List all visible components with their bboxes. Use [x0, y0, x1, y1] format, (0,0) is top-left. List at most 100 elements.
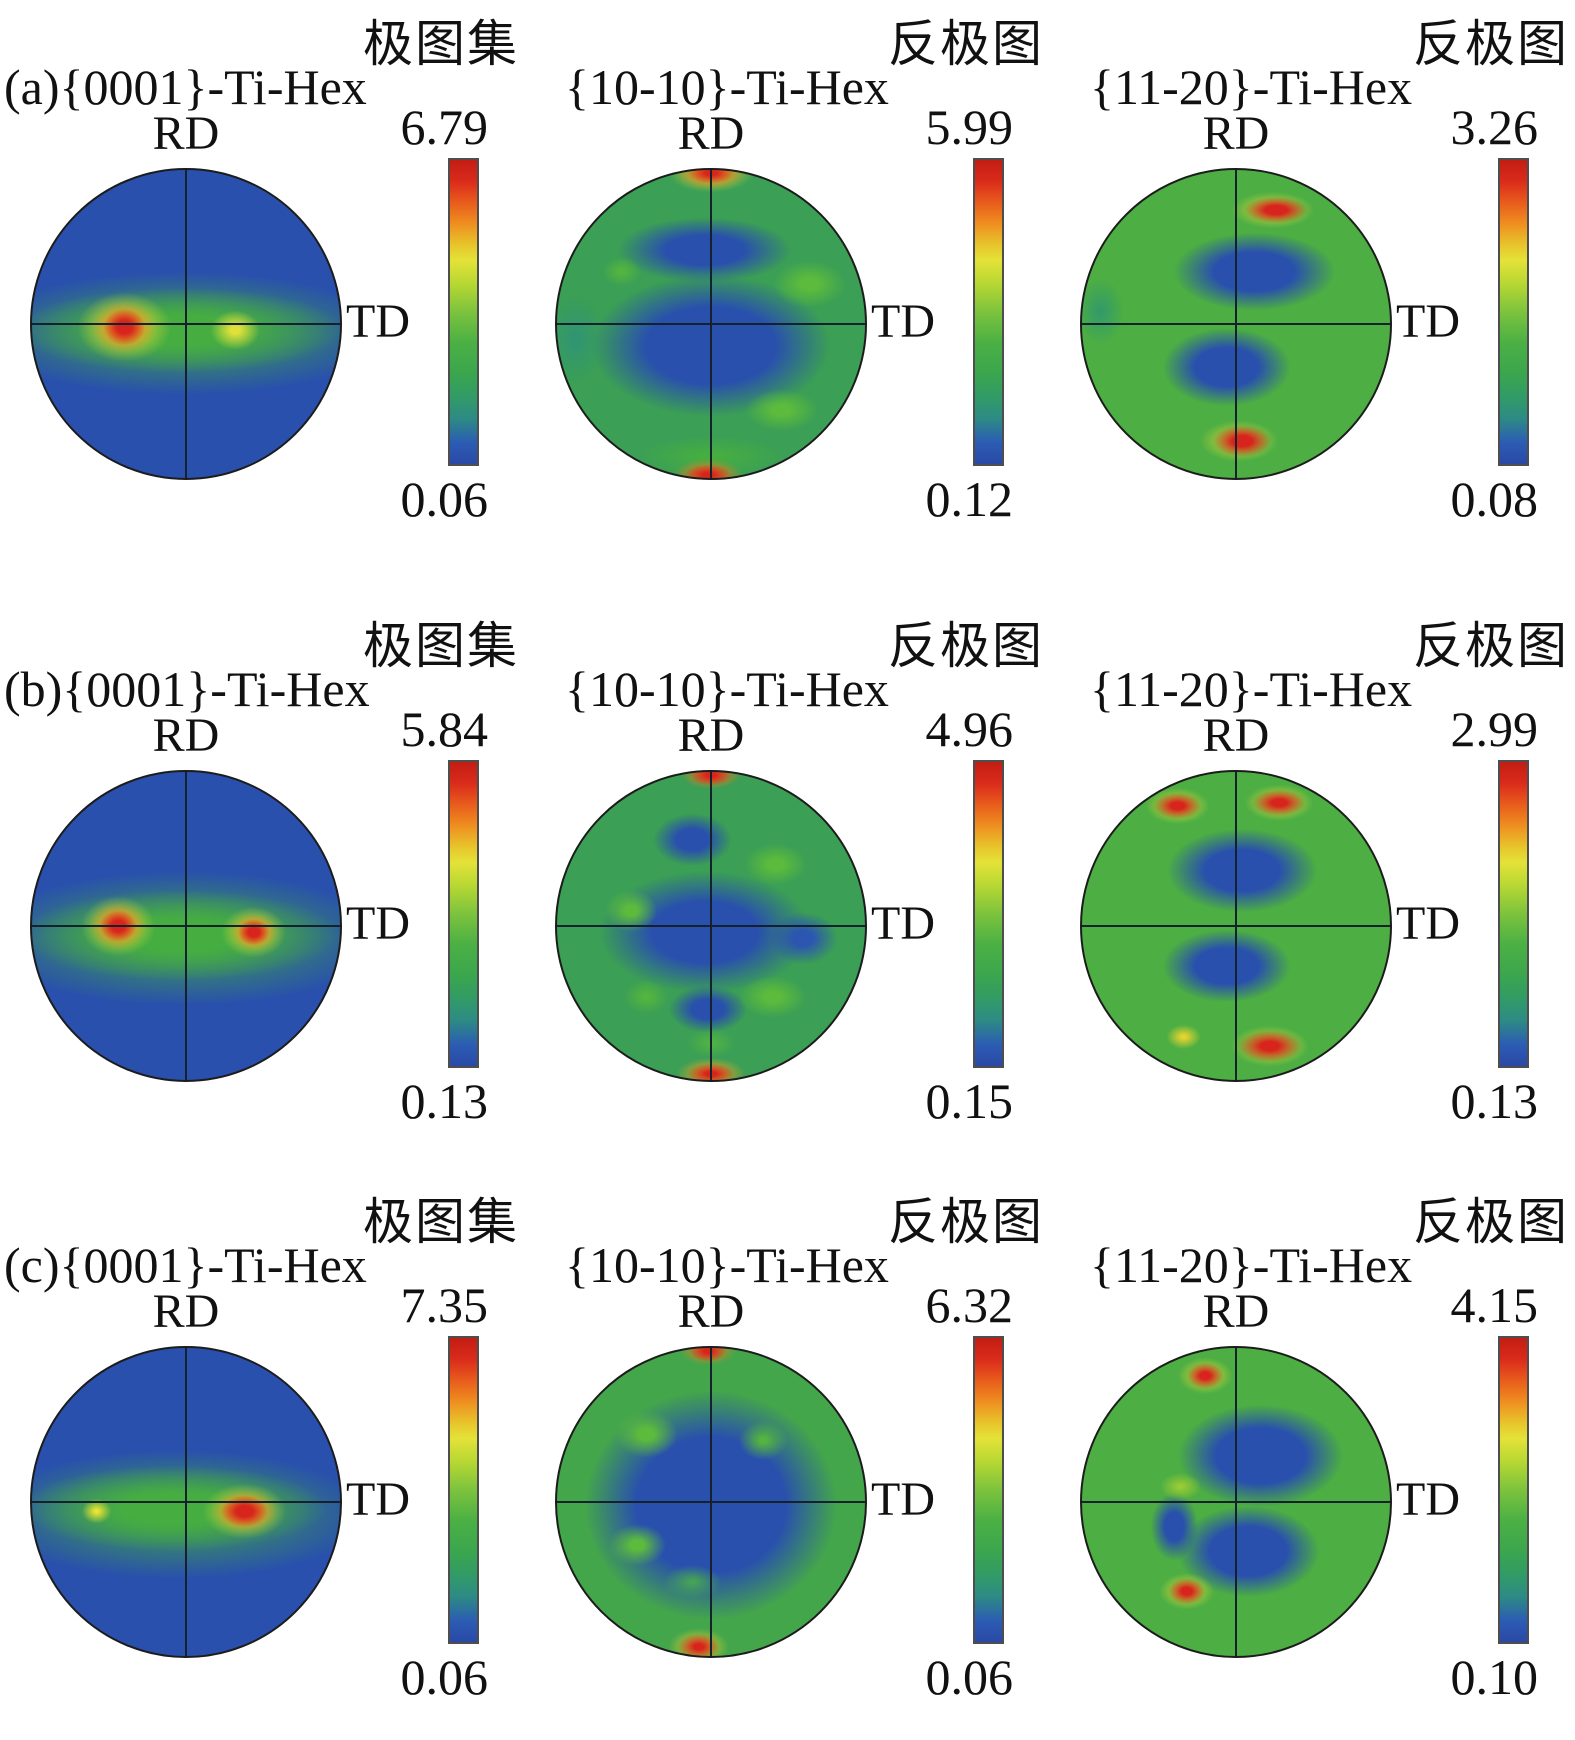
- column-header: 极图集: [363, 16, 519, 72]
- colorbar-max-value: 6.79: [400, 99, 489, 155]
- horizontal-crosshair: [32, 925, 340, 927]
- colorbar-min-value: 0.13: [400, 1073, 489, 1129]
- td-axis-label: TD: [346, 897, 410, 950]
- column-header: 反极图: [888, 618, 1044, 674]
- pole-figure-circle: [555, 168, 867, 480]
- panel-title: (c){0001}-Ti-Hex: [4, 1237, 367, 1293]
- horizontal-crosshair: [1082, 925, 1390, 927]
- column-header: 反极图: [888, 16, 1044, 72]
- panel-c-1010-inner: 反极图 {10-10}-Ti-Hex 6.32 RD TD 0.06: [525, 1178, 1050, 1740]
- td-axis-label: TD: [1396, 295, 1460, 348]
- panel-c-1010: 反极图 {10-10}-Ti-Hex 6.32 RD TD 0.06: [525, 1128, 1050, 1727]
- panel-a-0001-inner: 极图集 (a){0001}-Ti-Hex 6.79 RD TD 0.06: [0, 0, 525, 562]
- panel-b-1010-inner: 反极图 {10-10}-Ti-Hex 4.96 RD TD 0.15: [525, 602, 1050, 1164]
- colorbar-max-value: 4.15: [1450, 1277, 1539, 1333]
- colorbar: [1498, 158, 1529, 466]
- colorbar: [973, 1336, 1004, 1644]
- colorbar: [448, 158, 479, 466]
- td-axis-label: TD: [346, 1473, 410, 1526]
- rd-axis-label: RD: [152, 709, 220, 762]
- horizontal-crosshair: [1082, 323, 1390, 325]
- td-axis-label: TD: [871, 1473, 935, 1526]
- panel-title: {11-20}-Ti-Hex: [1090, 59, 1413, 115]
- panel-c-0001-inner: 极图集 (c){0001}-Ti-Hex 7.35 RD TD 0.06: [0, 1178, 525, 1740]
- panel-title: {10-10}-Ti-Hex: [565, 1237, 889, 1293]
- colorbar-min-value: 0.08: [1450, 471, 1539, 527]
- panel-c-0001: 极图集 (c){0001}-Ti-Hex 7.35 RD TD 0.06: [0, 1128, 525, 1727]
- colorbar-min-value: 0.12: [925, 471, 1014, 527]
- panel-b-1120-inner: 反极图 {11-20}-Ti-Hex 2.99 RD TD 0.13: [1050, 602, 1575, 1164]
- colorbar-min-value: 0.06: [400, 1649, 489, 1705]
- panel-a-1120: 反极图 {11-20}-Ti-Hex 3.26 RD TD 0.08: [1050, 0, 1575, 562]
- colorbar-max-value: 5.84: [400, 701, 489, 757]
- colorbar: [448, 760, 479, 1068]
- colorbar: [1498, 760, 1529, 1068]
- panel-title: {10-10}-Ti-Hex: [565, 59, 889, 115]
- pole-figure-circle: [1080, 168, 1392, 480]
- colorbar-max-value: 2.99: [1450, 701, 1539, 757]
- panel-a-1010-inner: 反极图 {10-10}-Ti-Hex 5.99 RD TD 0.12: [525, 0, 1050, 562]
- panel-b-0001-inner: 极图集 (b){0001}-Ti-Hex 5.84 RD TD 0.13: [0, 602, 525, 1164]
- panel-b-1120: 反极图 {11-20}-Ti-Hex 2.99 RD TD 0.13: [1050, 562, 1575, 1129]
- colorbar: [973, 760, 1004, 1068]
- horizontal-crosshair: [557, 323, 865, 325]
- rd-axis-label: RD: [152, 107, 220, 160]
- colorbar-max-value: 5.99: [925, 99, 1014, 155]
- td-axis-label: TD: [346, 295, 410, 348]
- rd-axis-label: RD: [1202, 709, 1270, 762]
- panel-title: {10-10}-Ti-Hex: [565, 661, 889, 717]
- panel-c-1120: 反极图 {11-20}-Ti-Hex 4.15 RD TD 0.10: [1050, 1128, 1575, 1727]
- colorbar-min-value: 0.06: [400, 471, 489, 527]
- rd-axis-label: RD: [677, 1285, 745, 1338]
- panel-title: {11-20}-Ti-Hex: [1090, 1237, 1413, 1293]
- panel-b-0001: 极图集 (b){0001}-Ti-Hex 5.84 RD TD 0.13: [0, 562, 525, 1129]
- td-axis-label: TD: [1396, 897, 1460, 950]
- td-axis-label: TD: [871, 897, 935, 950]
- colorbar-max-value: 6.32: [925, 1277, 1014, 1333]
- pole-figure-circle: [1080, 770, 1392, 1082]
- colorbar-max-value: 3.26: [1450, 99, 1539, 155]
- colorbar-max-value: 4.96: [925, 701, 1014, 757]
- horizontal-crosshair: [1082, 1501, 1390, 1503]
- horizontal-crosshair: [32, 1501, 340, 1503]
- pole-figure-circle: [555, 770, 867, 1082]
- pole-figure-circle: [30, 168, 342, 480]
- column-header: 极图集: [363, 618, 519, 674]
- panel-a-0001: 极图集 (a){0001}-Ti-Hex 6.79 RD TD 0.06: [0, 0, 525, 562]
- rd-axis-label: RD: [677, 709, 745, 762]
- td-axis-label: TD: [1396, 1473, 1460, 1526]
- column-header: 极图集: [363, 1194, 519, 1250]
- colorbar-min-value: 0.15: [925, 1073, 1014, 1129]
- pole-figure-circle: [555, 1346, 867, 1658]
- rd-axis-label: RD: [677, 107, 745, 160]
- panel-title: {11-20}-Ti-Hex: [1090, 661, 1413, 717]
- colorbar-min-value: 0.06: [925, 1649, 1014, 1705]
- rd-axis-label: RD: [1202, 1285, 1270, 1338]
- panel-b-1010: 反极图 {10-10}-Ti-Hex 4.96 RD TD 0.15: [525, 562, 1050, 1129]
- colorbar-max-value: 7.35: [400, 1277, 489, 1333]
- panel-a-1120-inner: 反极图 {11-20}-Ti-Hex 3.26 RD TD 0.08: [1050, 0, 1575, 562]
- horizontal-crosshair: [557, 1501, 865, 1503]
- colorbar-min-value: 0.10: [1450, 1649, 1539, 1705]
- pole-figure-circle: [30, 1346, 342, 1658]
- pole-figure-circle: [1080, 1346, 1392, 1658]
- column-header: 反极图: [1413, 16, 1569, 72]
- rd-axis-label: RD: [1202, 107, 1270, 160]
- panel-title: (b){0001}-Ti-Hex: [4, 661, 370, 717]
- panel-c-1120-inner: 反极图 {11-20}-Ti-Hex 4.15 RD TD 0.10: [1050, 1178, 1575, 1740]
- panel-title: (a){0001}-Ti-Hex: [4, 59, 367, 115]
- column-header: 反极图: [1413, 618, 1569, 674]
- column-header: 反极图: [888, 1194, 1044, 1250]
- column-header: 反极图: [1413, 1194, 1569, 1250]
- td-axis-label: TD: [871, 295, 935, 348]
- colorbar-min-value: 0.13: [1450, 1073, 1539, 1129]
- colorbar: [973, 158, 1004, 466]
- pole-figure-circle: [30, 770, 342, 1082]
- horizontal-crosshair: [32, 323, 340, 325]
- horizontal-crosshair: [557, 925, 865, 927]
- rd-axis-label: RD: [152, 1285, 220, 1338]
- colorbar: [1498, 1336, 1529, 1644]
- colorbar: [448, 1336, 479, 1644]
- panel-a-1010: 反极图 {10-10}-Ti-Hex 5.99 RD TD 0.12: [525, 0, 1050, 562]
